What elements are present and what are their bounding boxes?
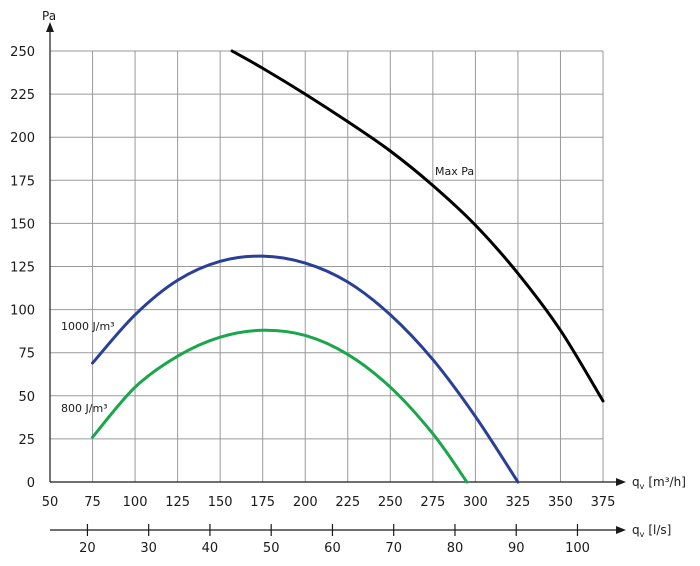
x2-axis-symbol: q [632,523,640,537]
series-line-1000 [91,254,520,484]
x2-tick-label: 50 [263,541,280,556]
x-tick-label: 300 [463,495,488,510]
y-tick-label: 175 [10,174,35,189]
x-tick-label: 350 [548,495,573,510]
y-tick-label: 250 [10,45,35,60]
y-tick-label: 25 [18,433,35,448]
x2-tick-label: 90 [508,541,525,556]
x-ticks: 50 75 100 125 150 175 200 225 250 275 300 325 350 375 [42,495,616,510]
x-tick-label: 375 [591,495,616,510]
x2-tick-label: 80 [447,541,464,556]
x2-tick-label: 30 [140,541,157,556]
y-tick-label: 125 [10,261,35,276]
x2-tick-label: 40 [202,541,219,556]
x-tick-label: 150 [208,495,233,510]
x-axis-subscript: v [640,482,645,491]
x-tick-label: 175 [250,495,275,510]
series [91,49,605,484]
x-axis-unit: [m³/h] [648,475,686,489]
y-ticks: 0 25 50 75 100 125 150 175 200 225 250 [10,45,35,491]
x-tick-label: 200 [293,495,318,510]
series-line-800 [91,328,469,484]
series-line-max-pa [230,49,605,403]
x2-axis-subscript: v [640,530,645,539]
x-axis-label: qv [m³/h] [632,475,686,491]
x2-axis-unit: [l/s] [648,523,671,537]
y-axis-label: Pa [42,9,56,23]
y-tick-label: 150 [10,217,35,232]
x2-tick-label: 70 [385,541,402,556]
y-tick-label: 225 [10,88,35,103]
x-axis-symbol: q [632,475,640,489]
y-tick-label: 200 [10,131,35,146]
x2-ticks: 20 30 40 50 60 70 80 90 100 [79,524,590,556]
series-label-1000: 1000 J/m³ [61,320,115,333]
x-tick-label: 275 [420,495,445,510]
x-tick-label: 250 [378,495,403,510]
x-tick-label: 225 [335,495,360,510]
series-label-800: 800 J/m³ [61,402,108,415]
x2-axis-arrow-icon [616,526,626,534]
y-tick-label: 0 [27,476,35,491]
axes [46,22,626,534]
x-tick-label: 125 [165,495,190,510]
x2-tick-label: 20 [79,541,96,556]
x-tick-label: 325 [506,495,531,510]
y-tick-label: 50 [18,390,35,405]
x-tick-label: 75 [84,495,101,510]
y-axis-arrow-icon [46,22,54,32]
x2-tick-label: 60 [324,541,341,556]
grid [50,50,604,482]
x-axis-arrow-icon [616,478,626,486]
x-tick-label: 100 [123,495,148,510]
x-tick-label: 50 [42,495,59,510]
x2-tick-label: 100 [565,541,590,556]
series-label-max-pa: Max Pa [435,165,474,178]
y-tick-label: 75 [18,347,35,362]
x2-axis-label: qv [l/s] [632,523,671,539]
y-tick-label: 100 [10,304,35,319]
